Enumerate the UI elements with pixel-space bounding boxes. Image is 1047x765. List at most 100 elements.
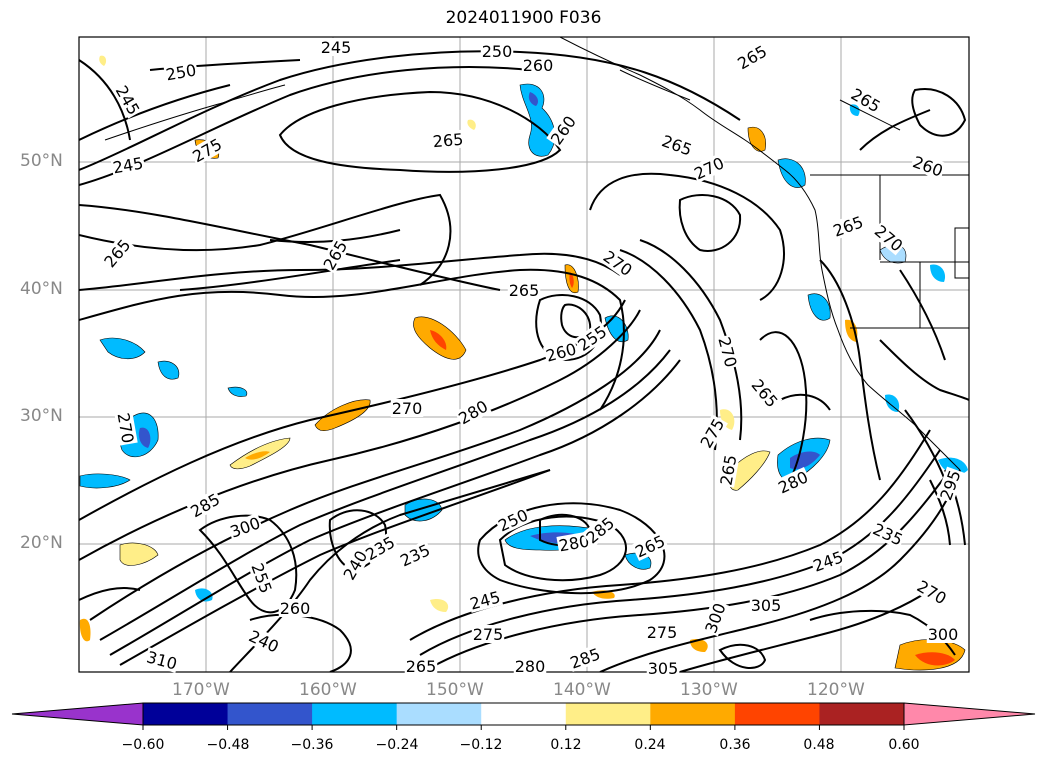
contour-label-background [926,625,960,643]
contour-label-background [658,130,696,160]
contour-label-background [226,512,264,542]
contour-label-background [480,42,514,60]
contour-label-background [733,41,771,73]
contour-label-background [188,134,226,166]
contour-label-background [696,414,728,452]
contour-label: 265 [432,130,464,152]
contour-label-background [339,546,371,584]
lon-label-130w: 130°W [680,680,738,700]
colorbar-tick-label: −0.12 [459,737,503,753]
map-panel [78,36,970,673]
lat-label-30n: 30°N [20,406,63,426]
contour-label-background [556,531,592,555]
contour-label-background [245,625,283,657]
colorbar [11,702,1036,730]
contour-label-background [599,246,637,280]
contour-label-background [749,596,783,614]
contour-label-background [143,647,181,673]
contour-label-background [870,220,908,256]
contour-label-background [566,643,604,673]
lon-label-140w: 140°W [553,680,611,700]
contour-label-background [247,559,277,597]
contour-label-background [319,38,353,56]
lat-label-40n: 40°N [20,279,63,299]
contour-label: 275 [473,625,504,644]
colorbar-tick-label: 0.24 [634,737,666,753]
contour-label-background [716,452,740,488]
contour-label: 300 [928,625,959,644]
colorbar-segment [396,703,482,725]
contour-label-background [390,399,424,417]
contour-label-background [715,333,741,371]
contour-label: 275 [647,623,678,642]
contour-label-background [542,339,580,365]
contour-label-background [319,236,351,274]
lat-label-50n: 50°N [20,151,63,171]
colorbar-tick-label: 0.12 [550,737,582,753]
page-title: 2024011900 F036 [445,8,602,28]
contour-label: 280 [515,657,546,676]
contour-label-background [645,623,679,641]
contour-label-background [466,587,504,613]
contour-label: 265 [406,657,437,676]
contour-label: 260 [523,56,554,75]
colorbar-tick-label: 0.48 [803,737,835,753]
contour-label-background [935,466,965,504]
colorbar-tick-label: −0.48 [206,737,250,753]
contour-label-background [396,539,434,571]
contour-label-background [573,321,611,355]
contour-label: 250 [482,42,513,61]
colorbar-extend-low [11,702,144,726]
colorbar-tick-label: −0.60 [121,737,165,753]
contour-label: 265 [509,281,540,300]
contour-label-background [869,518,907,550]
contour-label-background [431,129,465,151]
contour-label: 270 [392,399,423,418]
colorbar-segment [481,703,567,725]
contour-label-background [546,111,580,149]
contour-label-background [110,153,146,177]
colorbar-tick-label: 0.36 [719,737,751,753]
contour-label: 260 [280,599,311,618]
colorbar-segment [819,703,905,725]
contour-label-background [646,659,680,677]
contour-label-background [471,625,505,643]
contour-label: 305 [751,596,782,615]
contour-label-background [278,599,312,617]
colorbar-outline [142,702,905,726]
contour-label-background [774,466,812,498]
contour-label-background [829,211,867,241]
lat-label-20n: 20°N [20,533,63,553]
colorbar-tick-label: −0.24 [375,737,419,753]
contour-label-background [521,56,555,74]
colorbar-segment [227,703,313,725]
contour-label-background [809,546,847,576]
colorbar-tick-label: 0.60 [888,737,920,753]
colorbar-segment [565,703,651,725]
lon-label-120w: 120°W [807,680,865,700]
contour-label-background [114,410,138,446]
coastlines [104,37,969,471]
lon-label-150w: 150°W [426,680,484,700]
contour-label-background [454,396,492,428]
contour-label-background [747,374,783,412]
contour-label-background [847,84,885,116]
colorbar-segment [650,703,736,725]
contour-label-background [581,512,619,548]
colorbar-extend-high [903,702,1036,726]
contour-label-background [700,599,730,637]
contour-label: 245 [321,38,352,57]
contour-label-background [909,151,947,181]
contour-label: 305 [648,659,679,678]
contour-label-background [163,60,199,84]
contour-label-background [112,81,144,119]
contour-label-background [631,530,669,562]
contour-label-background [361,532,399,564]
contour-label-background [494,504,532,536]
colorbar-segment [734,703,820,725]
contour-label-background [404,657,438,675]
contour-label-background [186,489,224,521]
contour-label-background [513,657,547,675]
contour-label-background [507,281,541,299]
